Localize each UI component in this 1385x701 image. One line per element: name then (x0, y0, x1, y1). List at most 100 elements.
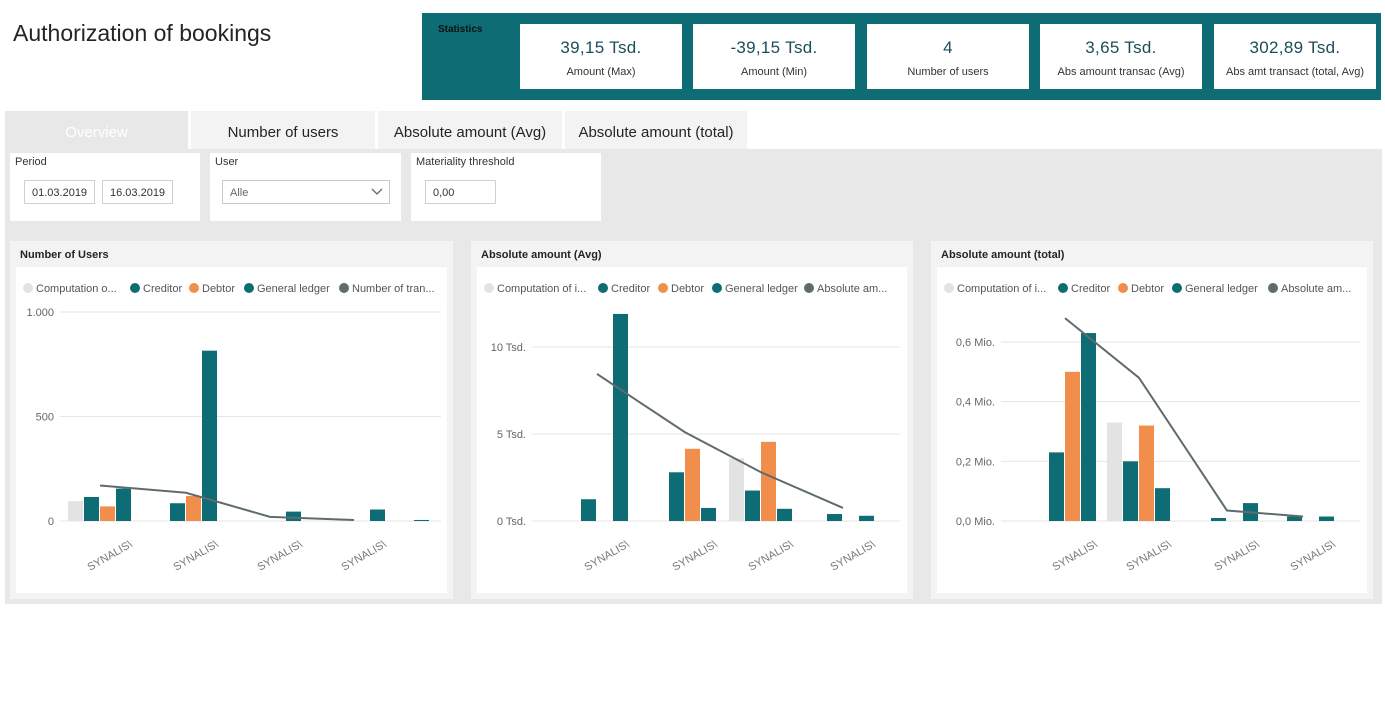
chart-absolute-amount-total[interactable]: Computation of i... Creditor Debtor General… (937, 267, 1367, 593)
kpi-card-amount-max[interactable]: 39,15 Tsd. Amount (Max) (520, 24, 682, 89)
legend-label: Creditor (143, 283, 182, 295)
bar (1155, 488, 1170, 521)
tab-number-of-users[interactable]: Number of users (191, 111, 375, 153)
chart-panel-number-of-users: Number of Users Computation o... Creditor… (10, 241, 453, 599)
legend-marker (598, 283, 608, 293)
legend-label: Absolute am... (1281, 283, 1351, 295)
x-tick-label: SYNALIS\ (1125, 538, 1175, 574)
statistics-label: Statistics (438, 24, 483, 35)
legend-label: General ledger (257, 283, 330, 295)
chevron-down-icon (371, 188, 383, 195)
bar (1211, 518, 1226, 521)
chart-area: Computation o... Creditor Debtor General le… (16, 267, 447, 593)
kpi-label: Abs amt transact (total, Avg) (1226, 66, 1364, 78)
x-tick-label: SYNALIS\ (583, 538, 633, 574)
period-to-input[interactable]: 16.03.2019 (102, 180, 173, 204)
user-dropdown[interactable]: Alle (222, 180, 390, 204)
legend-marker (804, 283, 814, 293)
legend-label: Computation of i... (497, 283, 586, 295)
bar (1049, 452, 1064, 521)
chart-number-of-users[interactable]: Computation o... Creditor Debtor General le… (16, 267, 447, 593)
kpi-card-number-of-users[interactable]: 4 Number of users (867, 24, 1029, 89)
legend-marker (339, 283, 349, 293)
kpi-card-amount-min[interactable]: -39,15 Tsd. Amount (Min) (693, 24, 855, 89)
x-tick-label: SYNALIS\ (1289, 538, 1339, 574)
y-tick-label: 1.000 (26, 307, 54, 319)
x-tick-label: SYNALIS\ (747, 538, 797, 574)
kpi-card-abs-amount-total[interactable]: 302,89 Tsd. Abs amt transact (total, Avg… (1214, 24, 1376, 89)
page-title: Authorization of bookings (13, 20, 272, 46)
kpi-label: Amount (Min) (740, 66, 808, 78)
kpi-label: Number of users (907, 66, 989, 78)
period-filter: Period 01.03.2019 16.03.2019 (10, 153, 200, 221)
legend-marker (130, 283, 140, 293)
bar (827, 514, 842, 521)
period-from-input[interactable]: 01.03.2019 (24, 180, 95, 204)
bar (669, 472, 684, 521)
bar (1319, 516, 1334, 521)
chart-title: Number of Users (20, 249, 109, 261)
materiality-threshold-filter: Materiality threshold 0,00 (411, 153, 601, 221)
y-tick-label: 0,6 Mio. (956, 337, 995, 349)
y-tick-label: 0 Tsd. (497, 516, 526, 528)
kpi-value: 3,65 Tsd. (1085, 38, 1157, 57)
bar (84, 496, 99, 521)
bar (1081, 333, 1096, 521)
legend-label: Absolute am... (817, 283, 887, 295)
bar (370, 509, 385, 521)
legend-label: General ledger (1185, 283, 1258, 295)
bar (581, 499, 596, 521)
legend-marker (944, 283, 954, 293)
legend-label: Creditor (611, 283, 650, 295)
y-tick-label: 10 Tsd. (491, 342, 526, 354)
bar (116, 488, 131, 521)
legend-marker (189, 283, 199, 293)
legend-label: Computation o... (36, 283, 117, 295)
legend-label: Debtor (202, 283, 235, 295)
bar (777, 508, 792, 521)
legend-label: Debtor (671, 283, 704, 295)
chart-absolute-amount-avg[interactable]: Computation of i... Creditor Debtor General… (477, 267, 907, 593)
kpi-value: 39,15 Tsd. (560, 38, 642, 57)
x-tick-label: SYNALIS\ (256, 538, 306, 574)
tab-absolute-amount-avg[interactable]: Absolute amount (Avg) (378, 111, 562, 153)
period-label: Period (15, 156, 47, 168)
x-tick-label: SYNALIS\ (86, 538, 136, 574)
tab-overview[interactable]: Overview (5, 111, 188, 153)
x-tick-label: SYNALIS\ (671, 538, 721, 574)
kpi-card-abs-amount-avg[interactable]: 3,65 Tsd. Abs amount transac (Avg) (1040, 24, 1202, 89)
y-tick-label: 0,4 Mio. (956, 397, 995, 409)
bar (1287, 516, 1302, 521)
kpi-label: Amount (Max) (566, 66, 636, 78)
bar (286, 511, 301, 521)
kpi-value: 302,89 Tsd. (1249, 38, 1341, 57)
legend-label: Creditor (1071, 283, 1110, 295)
legend-marker (1118, 283, 1128, 293)
user-dropdown-value: Alle (230, 187, 249, 199)
x-tick-label: SYNALIS\ (1051, 538, 1101, 574)
x-tick-label: SYNALIS\ (340, 538, 390, 574)
bar (701, 507, 716, 521)
x-tick-label: SYNALIS\ (1213, 538, 1263, 574)
legend-label: Debtor (1131, 283, 1164, 295)
bar (859, 515, 874, 521)
y-tick-label: 5 Tsd. (497, 429, 526, 441)
legend-marker (712, 283, 722, 293)
bar (685, 448, 700, 521)
bar (68, 501, 83, 521)
chart-area: Computation of i... Creditor Debtor General… (477, 267, 907, 593)
legend-marker (1172, 283, 1182, 293)
materiality-threshold-input[interactable]: 0,00 (425, 180, 496, 204)
tab-absolute-amount-total[interactable]: Absolute amount (total) (565, 111, 747, 153)
legend-marker (484, 283, 494, 293)
bar (761, 441, 776, 521)
chart-area: Computation of i... Creditor Debtor General… (937, 267, 1367, 593)
line-series (1064, 317, 1304, 518)
chart-panel-absolute-amount-avg: Absolute amount (Avg) Computation of i..… (471, 241, 913, 599)
legend-label: General ledger (725, 283, 798, 295)
line-series (596, 373, 844, 509)
bar (202, 350, 217, 521)
chart-title: Absolute amount (total) (941, 249, 1065, 261)
bar (729, 458, 744, 521)
line-series (99, 484, 355, 521)
